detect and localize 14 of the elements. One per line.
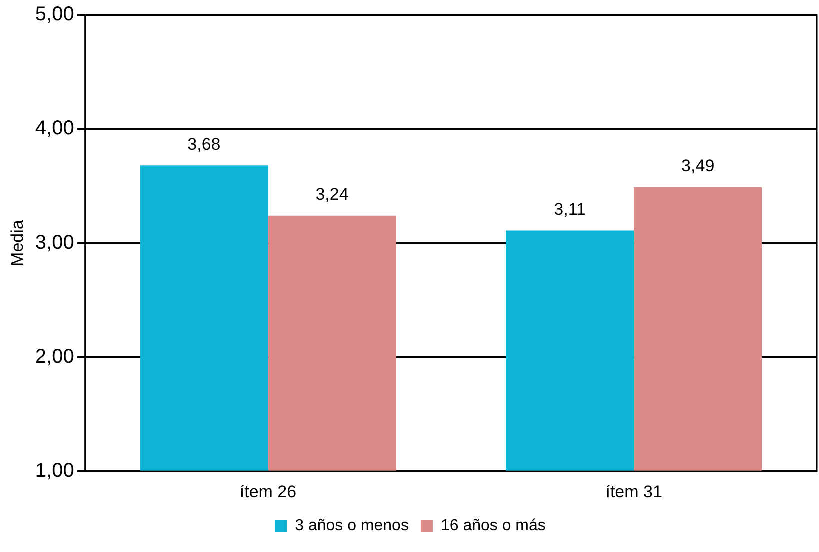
legend-label: 3 años o menos xyxy=(295,517,409,534)
legend-label: 16 años o más xyxy=(440,517,546,534)
y-tick-label: 5,00 xyxy=(35,4,74,26)
data-label: 3,24 xyxy=(316,185,349,204)
y-axis-title: Media xyxy=(8,220,27,266)
x-tick-label: ítem 31 xyxy=(606,482,662,502)
y-tick-label: 4,00 xyxy=(35,118,74,140)
data-label: 3,68 xyxy=(188,134,221,154)
y-tick-label: 2,00 xyxy=(35,346,74,368)
y-tick-label: 3,00 xyxy=(35,232,74,254)
x-tick-label: ítem 26 xyxy=(240,482,297,502)
y-tick-label: 1,00 xyxy=(35,460,74,482)
data-label: 3,49 xyxy=(682,156,715,176)
data-label: 3,11 xyxy=(554,200,586,219)
